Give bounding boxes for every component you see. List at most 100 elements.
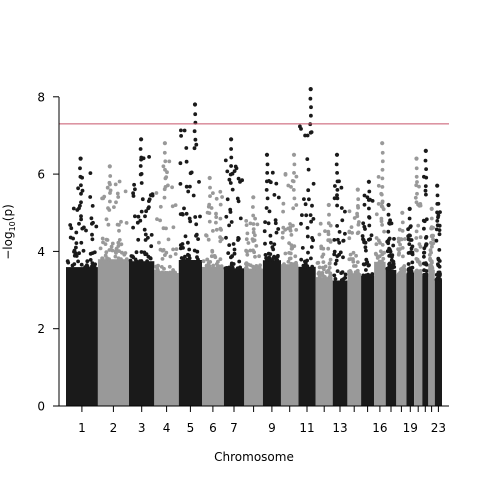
data-point <box>401 254 405 259</box>
data-point <box>227 223 232 228</box>
data-point <box>167 264 172 269</box>
chromosome-6-top-point <box>207 175 212 181</box>
data-point <box>428 258 433 263</box>
data-point <box>227 243 232 248</box>
data-point <box>76 259 80 264</box>
data-point <box>254 244 259 248</box>
data-point <box>107 208 112 212</box>
data-point <box>194 142 199 147</box>
data-point <box>327 261 332 265</box>
chromosome-19-top-point <box>407 206 412 211</box>
data-point <box>283 251 288 256</box>
data-point <box>189 170 194 175</box>
data-point <box>347 229 352 234</box>
data-point <box>429 225 434 230</box>
data-point <box>273 218 278 223</box>
data-point <box>303 261 308 265</box>
data-point <box>138 172 143 177</box>
data-point <box>294 174 299 179</box>
data-point <box>434 227 439 232</box>
data-point <box>363 227 367 231</box>
data-point <box>326 238 331 243</box>
data-point <box>291 223 295 228</box>
chromosome-11-points <box>298 87 316 406</box>
data-point <box>139 209 144 214</box>
data-point <box>335 179 340 184</box>
data-point <box>139 250 144 254</box>
data-point <box>417 261 422 266</box>
data-point <box>114 251 118 255</box>
data-point <box>206 237 211 242</box>
data-point <box>306 250 310 255</box>
data-point <box>276 195 281 200</box>
data-point <box>422 226 426 231</box>
data-point <box>328 257 333 262</box>
data-point <box>168 254 173 259</box>
x-tick-label-9: 9 <box>268 421 276 435</box>
data-point <box>230 265 235 270</box>
data-point <box>98 246 103 251</box>
chromosome-4-top-point <box>162 141 167 146</box>
data-point <box>276 227 281 231</box>
data-point <box>92 250 97 255</box>
data-point <box>311 217 316 221</box>
data-point <box>133 187 137 192</box>
data-point <box>94 224 99 229</box>
data-point <box>231 262 236 266</box>
data-point <box>382 229 386 234</box>
data-point <box>281 201 286 206</box>
data-point <box>347 209 352 214</box>
data-point <box>229 164 234 168</box>
data-point <box>265 257 269 262</box>
y-axis-label-main: −log <box>1 231 15 259</box>
data-point <box>196 257 200 262</box>
chromosome-17-top-point <box>386 202 391 208</box>
data-point <box>69 226 74 231</box>
data-point <box>92 264 97 269</box>
y-tick-label-4: 4 <box>37 245 45 259</box>
chromosome-19-band <box>406 272 415 406</box>
data-point <box>408 250 412 255</box>
data-point <box>294 261 298 266</box>
data-point <box>163 176 168 181</box>
data-point <box>408 233 412 238</box>
data-point <box>374 236 379 240</box>
data-point <box>160 248 165 253</box>
data-point <box>129 254 134 258</box>
data-point <box>423 158 428 163</box>
data-point <box>110 241 115 246</box>
chromosome-23-top-point <box>435 183 440 188</box>
data-point <box>263 241 267 246</box>
data-point <box>80 188 85 193</box>
data-point <box>119 257 123 262</box>
data-point <box>391 259 396 264</box>
data-point <box>305 226 310 230</box>
data-point <box>244 223 249 228</box>
data-point <box>376 183 381 188</box>
data-point <box>178 212 183 217</box>
data-point <box>104 250 109 255</box>
chromosome-9-points <box>262 152 281 406</box>
data-point <box>251 222 256 226</box>
data-point <box>364 248 368 253</box>
data-point <box>182 128 187 133</box>
data-point <box>336 237 340 242</box>
data-point <box>244 219 249 223</box>
data-point <box>435 202 440 206</box>
data-point <box>253 254 257 259</box>
data-point <box>236 176 241 181</box>
data-point <box>81 248 86 253</box>
data-point <box>333 184 337 188</box>
data-point <box>282 262 286 266</box>
data-point <box>251 264 256 269</box>
data-point <box>396 247 400 252</box>
data-point <box>438 277 442 282</box>
chromosome-21-band <box>422 275 429 406</box>
data-point <box>171 268 176 272</box>
data-point <box>238 180 242 184</box>
data-point <box>380 150 385 155</box>
data-point <box>117 179 122 184</box>
data-point <box>106 222 111 227</box>
data-point <box>128 258 133 263</box>
data-point <box>251 213 256 218</box>
